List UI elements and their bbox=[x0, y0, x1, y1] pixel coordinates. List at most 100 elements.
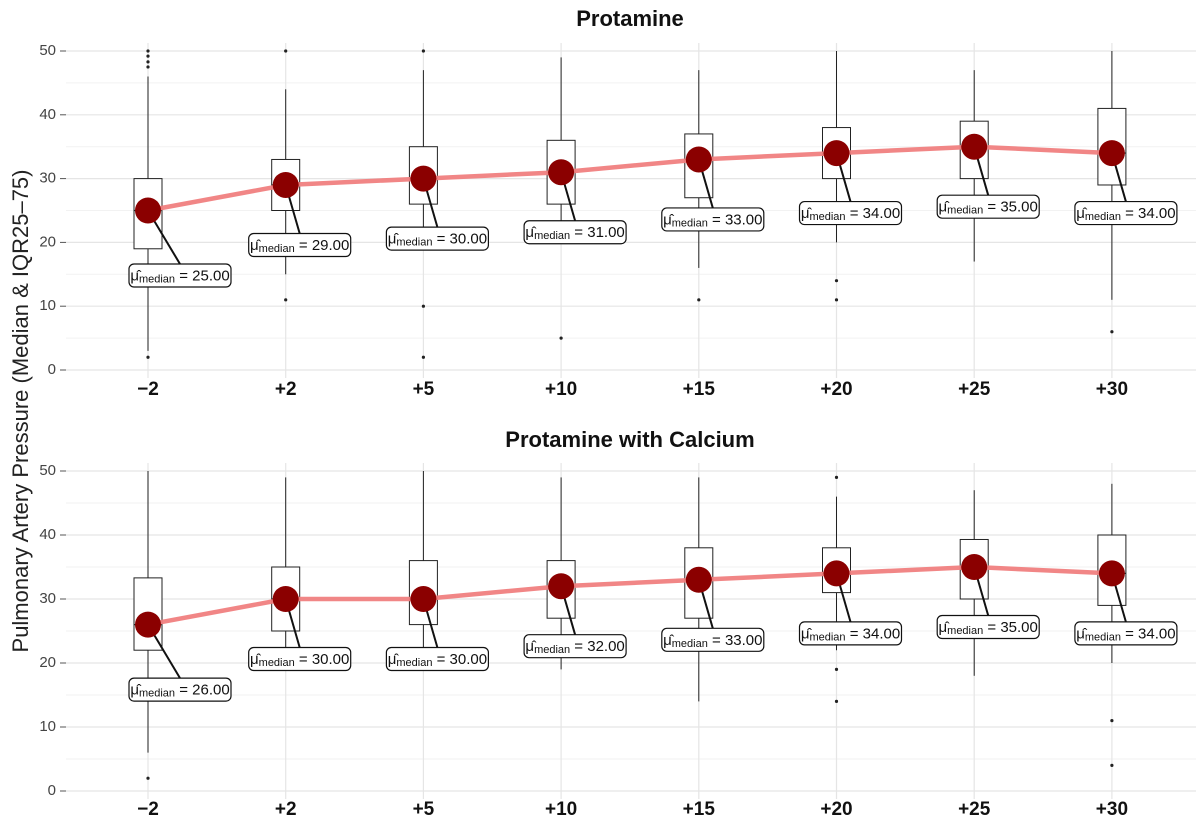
x-tick-label: −2 bbox=[137, 379, 159, 400]
outlier-point bbox=[146, 54, 150, 58]
median-label-text: μ̂median = 30.00 bbox=[388, 651, 487, 669]
panel-1: Protamine 0 10 20 30 40 50 −2 +2 +5 +10 +15 +20 +25 +3… bbox=[39, 6, 1196, 400]
median-point bbox=[272, 586, 299, 612]
x-tick-label: +30 bbox=[1096, 799, 1128, 820]
outlier-point bbox=[834, 298, 839, 302]
median-label-box bbox=[385, 646, 489, 672]
outlier-point bbox=[146, 776, 150, 780]
median-label-text: μ̂median = 33.00 bbox=[663, 211, 762, 229]
outlier-point bbox=[834, 699, 839, 704]
median-label-box bbox=[248, 232, 352, 258]
outlier-point bbox=[834, 667, 839, 672]
x-tick-label: +20 bbox=[820, 799, 852, 820]
outlier-point bbox=[697, 298, 701, 302]
x-tick-label: +2 bbox=[275, 799, 297, 820]
median-label-text: μ̂median = 34.00 bbox=[1076, 205, 1175, 223]
panel-title: Protamine bbox=[576, 6, 684, 31]
median-label-box bbox=[128, 263, 232, 288]
median-label-box bbox=[385, 226, 489, 251]
y-tick-label: 10 bbox=[39, 718, 56, 735]
median-label: μ̂median = 33.00 bbox=[661, 207, 765, 232]
median-label-box bbox=[1074, 621, 1178, 646]
median-label-text: μ̂median = 35.00 bbox=[939, 199, 1038, 217]
median-label-text: μ̂median = 32.00 bbox=[525, 638, 624, 656]
outlier-point bbox=[284, 298, 288, 302]
median-label-text: μ̂median = 25.00 bbox=[130, 267, 229, 285]
median-label: μ̂median = 32.00 bbox=[523, 634, 627, 659]
median-point bbox=[1098, 560, 1125, 587]
median-label: μ̂median = 34.00 bbox=[798, 621, 903, 646]
median-point bbox=[548, 159, 575, 186]
y-tick-label: 30 bbox=[39, 590, 56, 607]
y-axis-label: Pulmonary Artery Pressure (Median & IQR2… bbox=[8, 170, 33, 653]
median-point bbox=[410, 586, 437, 612]
median-point bbox=[548, 573, 575, 600]
median-label-box bbox=[523, 634, 627, 659]
y-tick-label: 40 bbox=[39, 526, 56, 543]
median-point bbox=[685, 146, 712, 173]
median-label: μ̂median = 30.00 bbox=[385, 226, 489, 251]
median-label-box bbox=[1074, 200, 1178, 226]
outlier-point bbox=[834, 475, 839, 479]
outlier-point bbox=[1110, 763, 1114, 768]
median-label-text: μ̂median = 26.00 bbox=[130, 682, 229, 700]
y-tick-label: 30 bbox=[39, 170, 56, 187]
median-point bbox=[1098, 140, 1125, 167]
x-tick-label: −2 bbox=[137, 799, 159, 820]
x-tick-label: +25 bbox=[958, 379, 991, 400]
outlier-point bbox=[421, 49, 425, 53]
x-tick-label: +10 bbox=[545, 799, 577, 820]
median-label-text: μ̂median = 30.00 bbox=[388, 231, 487, 249]
median-label: μ̂median = 29.00 bbox=[248, 232, 352, 258]
x-tick-label: +5 bbox=[413, 799, 435, 820]
median-point bbox=[961, 133, 988, 160]
outlier-point bbox=[146, 60, 150, 64]
outlier-point bbox=[146, 65, 150, 69]
y-tick-label: 0 bbox=[48, 361, 56, 378]
median-label: μ̂median = 31.00 bbox=[523, 220, 627, 245]
box-5 bbox=[684, 70, 714, 302]
median-label-box bbox=[128, 677, 232, 702]
outlier-point bbox=[834, 279, 839, 283]
median-label-text: μ̂median = 30.00 bbox=[250, 651, 349, 669]
y-tick-label: 20 bbox=[39, 654, 56, 671]
outlier-point bbox=[421, 304, 425, 308]
median-point bbox=[823, 140, 850, 167]
median-label-text: μ̂median = 34.00 bbox=[1076, 625, 1175, 643]
median-point bbox=[135, 611, 161, 638]
median-point bbox=[823, 560, 850, 587]
median-label: μ̂median = 35.00 bbox=[936, 194, 1040, 219]
x-tick-label: +15 bbox=[683, 799, 716, 820]
box-6 bbox=[822, 475, 851, 704]
median-trend-line bbox=[145, 564, 1115, 627]
median-label-box bbox=[523, 220, 627, 245]
box-7 bbox=[959, 490, 989, 676]
outlier-point bbox=[1110, 330, 1114, 334]
x-tick-label: +20 bbox=[820, 379, 852, 400]
median-label-text: μ̂median = 29.00 bbox=[250, 237, 349, 255]
median-label-text: μ̂median = 33.00 bbox=[663, 632, 762, 650]
outlier-point bbox=[146, 355, 150, 359]
median-point bbox=[272, 171, 299, 198]
median-trend-line bbox=[145, 144, 1115, 213]
box-8 bbox=[1097, 51, 1127, 334]
y-tick-label: 50 bbox=[39, 462, 56, 479]
x-tick-label: +25 bbox=[958, 799, 991, 820]
median-label-box bbox=[798, 621, 903, 646]
x-tick-label: +10 bbox=[545, 379, 577, 400]
y-tick-label: 20 bbox=[39, 233, 56, 250]
median-label-text: μ̂median = 35.00 bbox=[939, 619, 1038, 637]
median-point bbox=[135, 197, 161, 224]
median-label: μ̂median = 30.00 bbox=[248, 646, 352, 672]
median-point bbox=[410, 165, 437, 192]
median-label-text: μ̂median = 31.00 bbox=[525, 224, 624, 242]
median-label: μ̂median = 26.00 bbox=[128, 677, 232, 702]
y-tick-label: 10 bbox=[39, 297, 56, 314]
median-label-text: μ̂median = 34.00 bbox=[801, 205, 900, 223]
median-label-box bbox=[248, 646, 352, 672]
median-label: μ̂median = 34.00 bbox=[798, 200, 903, 226]
median-label-box bbox=[936, 614, 1040, 640]
y-tick-label: 40 bbox=[39, 106, 56, 123]
x-tick-label: +15 bbox=[683, 379, 716, 400]
